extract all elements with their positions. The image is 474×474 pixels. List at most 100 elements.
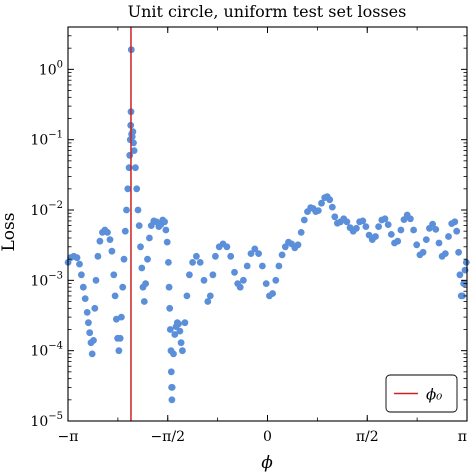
data-point bbox=[90, 337, 97, 344]
data-point bbox=[353, 224, 360, 232]
data-point bbox=[83, 309, 91, 316]
data-point bbox=[410, 226, 417, 234]
data-point bbox=[375, 223, 382, 231]
data-point bbox=[144, 255, 151, 263]
data-point bbox=[135, 222, 143, 230]
data-point bbox=[124, 185, 132, 193]
y-tick-label: 10−5 bbox=[30, 411, 63, 430]
data-point bbox=[165, 259, 172, 266]
data-point bbox=[326, 196, 334, 204]
data-point bbox=[240, 276, 247, 284]
legend-label: ϕ₀ bbox=[426, 386, 442, 404]
data-point bbox=[272, 276, 280, 284]
data-point bbox=[165, 283, 173, 291]
data-point bbox=[328, 203, 336, 211]
data-point bbox=[119, 283, 127, 291]
data-point bbox=[441, 250, 449, 257]
data-point bbox=[166, 304, 174, 312]
data-point bbox=[227, 252, 235, 260]
y-tick-label: 10−2 bbox=[30, 200, 63, 219]
data-point bbox=[108, 247, 116, 255]
data-point bbox=[196, 259, 204, 266]
data-point bbox=[186, 271, 193, 279]
data-point bbox=[76, 260, 83, 268]
y-tick-label: 100 bbox=[39, 59, 63, 78]
y-tick-label: 10−3 bbox=[30, 270, 63, 289]
data-point bbox=[384, 221, 392, 229]
data-point bbox=[278, 251, 286, 259]
data-point bbox=[78, 271, 85, 279]
data-point bbox=[193, 252, 200, 260]
x-tick-label: −π bbox=[58, 429, 79, 445]
data-point bbox=[343, 218, 351, 226]
data-point bbox=[397, 226, 405, 234]
data-point bbox=[115, 347, 123, 355]
data-point bbox=[362, 223, 370, 231]
data-point bbox=[407, 215, 414, 223]
data-point bbox=[176, 327, 184, 335]
data-point bbox=[236, 283, 244, 291]
x-tick-label: π/2 bbox=[356, 429, 379, 445]
plot-frame bbox=[67, 26, 468, 422]
data-point bbox=[94, 252, 102, 260]
data-point bbox=[372, 233, 379, 240]
data-point bbox=[96, 237, 104, 245]
data-point bbox=[162, 226, 170, 234]
x-tick-label: −π/2 bbox=[150, 429, 185, 445]
data-point bbox=[111, 292, 119, 300]
data-point bbox=[166, 326, 174, 333]
data-point bbox=[73, 254, 81, 262]
data-point bbox=[251, 245, 259, 253]
data-point bbox=[118, 313, 125, 321]
y-tick-label: 10−1 bbox=[30, 130, 63, 149]
data-point bbox=[359, 217, 367, 225]
data-point bbox=[91, 304, 99, 312]
data-point bbox=[170, 350, 177, 358]
data-point bbox=[138, 264, 146, 272]
data-point bbox=[269, 290, 276, 297]
data-point bbox=[189, 259, 197, 266]
data-point bbox=[262, 280, 270, 287]
x-tick-label: 0 bbox=[263, 429, 272, 445]
data-point bbox=[171, 331, 179, 338]
data-point bbox=[204, 298, 212, 305]
data-point bbox=[435, 239, 443, 247]
data-point bbox=[294, 241, 302, 249]
data-point bbox=[116, 334, 124, 342]
data-point bbox=[79, 283, 87, 291]
data-point bbox=[110, 271, 118, 279]
data-point bbox=[168, 384, 176, 391]
data-point bbox=[247, 250, 255, 257]
data-point bbox=[86, 329, 94, 337]
data-point bbox=[133, 185, 141, 193]
data-point bbox=[123, 206, 130, 214]
plot-area: 10−5 10−4 10−3 10−2 10−1 100 −π −π/2 0 π/2 π ϕ₀ bbox=[30, 26, 470, 445]
data-point bbox=[456, 271, 464, 279]
data-point bbox=[134, 206, 142, 214]
data-point bbox=[104, 229, 111, 236]
data-point bbox=[130, 139, 137, 147]
data-point bbox=[161, 218, 169, 226]
data-point bbox=[429, 220, 436, 228]
data-point bbox=[81, 295, 89, 302]
data-point bbox=[387, 231, 395, 238]
data-point bbox=[137, 243, 144, 251]
data-point bbox=[394, 237, 402, 245]
data-point bbox=[223, 243, 231, 251]
x-tick-label: π bbox=[458, 429, 467, 445]
data-point bbox=[168, 396, 176, 404]
data-point bbox=[177, 339, 185, 347]
data-point bbox=[179, 347, 186, 355]
data-point bbox=[455, 248, 462, 256]
data-point bbox=[231, 268, 238, 276]
data-point bbox=[175, 320, 183, 328]
data-point bbox=[132, 164, 139, 172]
data-point bbox=[140, 298, 148, 305]
data-point bbox=[432, 226, 440, 233]
data-point bbox=[88, 350, 96, 358]
data-point bbox=[331, 213, 339, 221]
data-point bbox=[462, 259, 470, 266]
chart-title: Unit circle, uniform test set losses bbox=[128, 2, 407, 21]
data-point bbox=[445, 233, 452, 240]
data-point bbox=[130, 147, 138, 155]
